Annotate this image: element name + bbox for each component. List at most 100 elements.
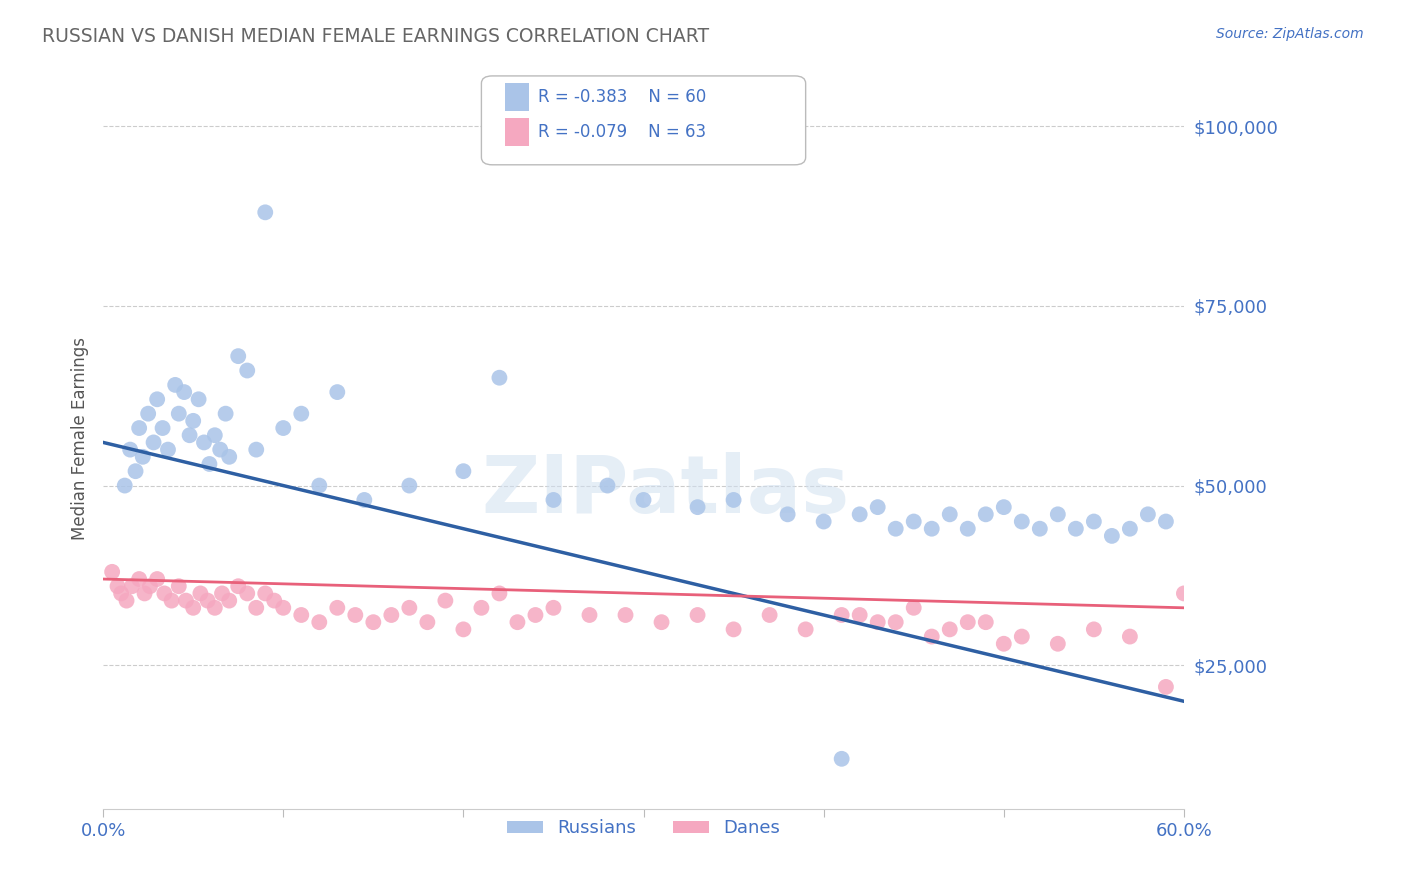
Point — [121, 579, 143, 593]
Point — [181, 600, 204, 615]
Legend: Russians, Danes: Russians, Danes — [499, 812, 787, 845]
Point — [204, 600, 226, 615]
Point — [596, 478, 619, 492]
Point — [156, 442, 179, 457]
Point — [181, 414, 204, 428]
Point — [488, 370, 510, 384]
Point — [903, 600, 925, 615]
Point — [938, 508, 960, 522]
Point — [245, 600, 267, 615]
Point — [651, 615, 673, 630]
Point — [453, 464, 475, 478]
Text: R = -0.079    N = 63: R = -0.079 N = 63 — [537, 123, 706, 141]
Point — [921, 630, 943, 644]
Point — [1101, 529, 1123, 543]
Point — [179, 428, 201, 442]
Point — [416, 615, 439, 630]
Point — [831, 752, 853, 766]
Point — [254, 586, 277, 600]
Point — [1154, 515, 1177, 529]
Point — [633, 492, 655, 507]
Point — [1119, 630, 1142, 644]
Point — [1173, 586, 1195, 600]
Point — [903, 515, 925, 529]
Point — [326, 385, 349, 400]
Point — [398, 478, 420, 492]
Point — [686, 500, 709, 515]
Bar — [505, 118, 529, 146]
Point — [263, 593, 285, 607]
Point — [114, 478, 136, 492]
Point — [218, 450, 240, 464]
Point — [993, 637, 1015, 651]
Point — [380, 607, 402, 622]
Point — [524, 607, 547, 622]
Point — [139, 579, 162, 593]
Point — [160, 593, 183, 607]
Point — [614, 607, 637, 622]
Point — [173, 385, 195, 400]
Bar — [505, 83, 529, 112]
Point — [110, 586, 132, 600]
Point — [974, 508, 997, 522]
Point — [146, 392, 169, 407]
Point — [956, 615, 979, 630]
Point — [218, 593, 240, 607]
Point — [506, 615, 529, 630]
Point — [848, 508, 870, 522]
Point — [115, 593, 138, 607]
Point — [326, 600, 349, 615]
Point — [308, 615, 330, 630]
Point — [776, 508, 799, 522]
Point — [187, 392, 209, 407]
Point — [453, 623, 475, 637]
Point — [488, 586, 510, 600]
Point — [132, 450, 155, 464]
Point — [197, 593, 219, 607]
Point — [543, 492, 565, 507]
Point — [344, 607, 367, 622]
Point — [290, 607, 312, 622]
Point — [107, 579, 129, 593]
Point — [153, 586, 176, 600]
Point — [209, 442, 232, 457]
Point — [236, 586, 259, 600]
Point — [813, 515, 835, 529]
Point — [101, 565, 124, 579]
Point — [794, 623, 817, 637]
Point — [1119, 522, 1142, 536]
Point — [152, 421, 174, 435]
Point — [353, 492, 375, 507]
Point — [308, 478, 330, 492]
Point — [1011, 630, 1033, 644]
Point — [167, 407, 190, 421]
Point — [271, 600, 294, 615]
Point — [120, 442, 142, 457]
Point — [1029, 522, 1052, 536]
Point — [1083, 623, 1105, 637]
Y-axis label: Median Female Earnings: Median Female Earnings — [72, 337, 89, 541]
Point — [142, 435, 165, 450]
Point — [1046, 637, 1069, 651]
Point — [866, 500, 889, 515]
Point — [831, 607, 853, 622]
Text: R = -0.383    N = 60: R = -0.383 N = 60 — [537, 88, 706, 106]
Point — [938, 623, 960, 637]
Point — [190, 586, 212, 600]
Point — [128, 421, 150, 435]
Point — [686, 607, 709, 622]
Point — [290, 407, 312, 421]
Point — [134, 586, 156, 600]
Point — [470, 600, 492, 615]
Point — [136, 407, 159, 421]
Point — [723, 492, 745, 507]
Point — [921, 522, 943, 536]
Point — [398, 600, 420, 615]
Point — [271, 421, 294, 435]
Point — [226, 349, 249, 363]
Point — [165, 378, 187, 392]
Text: RUSSIAN VS DANISH MEDIAN FEMALE EARNINGS CORRELATION CHART: RUSSIAN VS DANISH MEDIAN FEMALE EARNINGS… — [42, 27, 709, 45]
Point — [866, 615, 889, 630]
Point — [993, 500, 1015, 515]
Point — [723, 623, 745, 637]
